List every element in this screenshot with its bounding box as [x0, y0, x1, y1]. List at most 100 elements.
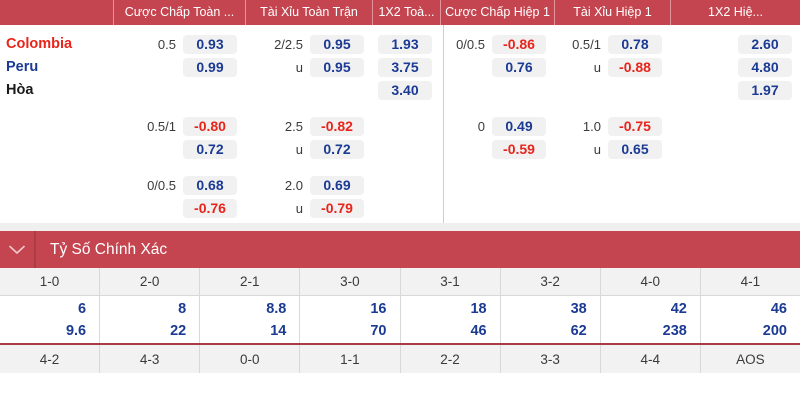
odds-pill-away[interactable]: 0.72: [183, 140, 237, 159]
score-odd-top[interactable]: 42: [670, 300, 687, 317]
market-overunder-half1: 0.5/1 0.78 u -0.88 1.0 -0.75 u 0.65: [554, 25, 670, 223]
score-odds-cell[interactable]: 46 200: [700, 296, 800, 343]
chevron-down-icon[interactable]: [0, 245, 34, 255]
odds-row: 2.5 -0.82: [245, 115, 372, 138]
odds-row: 0 0.49: [440, 115, 554, 138]
score-odd-top[interactable]: 16: [370, 300, 387, 317]
score-odd-bottom[interactable]: 14: [270, 322, 287, 339]
score-odd-bottom[interactable]: 200: [762, 322, 787, 339]
score-label-cell[interactable]: 2-2: [400, 345, 501, 373]
score-label-cell[interactable]: 0-0: [200, 345, 301, 373]
market-handicap-fulltime: 0.5 0.93 0.99 0.5/1 -0.80 0.72 0/0.5 0.6…: [113, 25, 245, 223]
correct-score-section-header[interactable]: Tỷ Số Chính Xác: [0, 231, 800, 268]
market-header-overunder-ft[interactable]: Tài Xỉu Toàn Trận: [245, 0, 372, 25]
odds-pill-home[interactable]: 0.49: [492, 117, 546, 136]
odds-pill-over[interactable]: 0.69: [310, 176, 364, 195]
odds-pill-1x2-away[interactable]: 3.75: [378, 58, 432, 77]
score-label-cell[interactable]: 4-4: [600, 345, 701, 373]
odds-row: 4.80: [670, 56, 800, 79]
score-label-cell[interactable]: 4-0: [600, 268, 701, 295]
fulltime-halftime-divider: [443, 25, 444, 223]
score-odds-cell[interactable]: 16 70: [300, 296, 401, 343]
score-odd-bottom[interactable]: 22: [170, 322, 187, 339]
score-odds-cell[interactable]: 6 9.6: [0, 296, 101, 343]
score-odd-bottom[interactable]: 70: [370, 322, 387, 339]
team-away-name: Peru: [6, 59, 39, 75]
market-header-handicap-ft[interactable]: Cược Chấp Toàn ...: [113, 0, 245, 25]
odds-pill-1x2-home[interactable]: 2.60: [738, 35, 792, 54]
score-label-cell[interactable]: 1-0: [0, 268, 101, 295]
odds-pill-over[interactable]: 0.95: [310, 35, 364, 54]
score-odds-cell[interactable]: 8 22: [100, 296, 201, 343]
score-odd-top[interactable]: 46: [770, 300, 787, 317]
overunder-line-value: 2.5: [284, 119, 303, 134]
market-header-handicap-h1[interactable]: Cược Chấp Hiệp 1: [440, 0, 554, 25]
score-label-cell[interactable]: 4-3: [100, 345, 201, 373]
score-label-cell[interactable]: 3-0: [300, 268, 401, 295]
score-odds-cell[interactable]: 8.8 14: [200, 296, 301, 343]
score-odd-top[interactable]: 8.8: [266, 300, 287, 317]
score-label-cell[interactable]: AOS: [700, 345, 800, 373]
odds-pill-home[interactable]: 0.93: [183, 35, 237, 54]
odds-pill-under[interactable]: 0.72: [310, 140, 364, 159]
odds-pill-over[interactable]: 0.78: [608, 35, 662, 54]
score-odds-cell[interactable]: 38 62: [500, 296, 601, 343]
score-label-cell[interactable]: 2-0: [100, 268, 201, 295]
odds-pill-home[interactable]: 0.68: [183, 176, 237, 195]
score-odds-cell[interactable]: 18 46: [400, 296, 501, 343]
odds-pill-under[interactable]: 0.65: [608, 140, 662, 159]
odds-row: u -0.79: [245, 197, 372, 220]
score-odds-cell[interactable]: 42 238: [600, 296, 701, 343]
score-label-cell[interactable]: 3-1: [400, 268, 501, 295]
market-header-1x2-h1[interactable]: 1X2 Hiệ...: [670, 0, 800, 25]
odds-pill-under[interactable]: -0.88: [608, 58, 662, 77]
correct-score-values-row: 6 9.6 8 22 8.8 14 16 70 18 46 38 62: [0, 296, 800, 345]
block-spacer: [245, 102, 372, 115]
score-odd-bottom[interactable]: 9.6: [65, 322, 87, 339]
market-header-overunder-h1[interactable]: Tài Xỉu Hiệp 1: [554, 0, 670, 25]
score-odd-top[interactable]: 8: [178, 300, 187, 317]
odds-row: 0.72: [113, 138, 245, 161]
under-marker: u: [593, 60, 601, 75]
score-odd-bottom[interactable]: 238: [662, 322, 687, 339]
odds-pill-over[interactable]: -0.75: [608, 117, 662, 136]
score-label-cell[interactable]: 4-2: [0, 345, 101, 373]
score-odd-top[interactable]: 6: [78, 300, 87, 317]
odds-pill-away[interactable]: -0.76: [183, 199, 237, 218]
correct-score-grid: 1-0 2-0 2-1 3-0 3-1 3-2 4-0 4-1 6 9.6 8 …: [0, 268, 800, 373]
odds-pill-1x2-draw[interactable]: 3.40: [378, 81, 432, 100]
odds-row: -0.59: [440, 138, 554, 161]
odds-pill-over[interactable]: -0.82: [310, 117, 364, 136]
odds-pill-1x2-home[interactable]: 1.93: [378, 35, 432, 54]
odds-row: u 0.72: [245, 138, 372, 161]
odds-pill-under[interactable]: -0.79: [310, 199, 364, 218]
market-header-1x2-ft[interactable]: 1X2 Toà...: [372, 0, 440, 25]
score-odd-bottom[interactable]: 62: [570, 322, 587, 339]
odds-row: 3.75: [372, 56, 440, 79]
score-odd-top[interactable]: 38: [570, 300, 587, 317]
odds-pill-under[interactable]: 0.95: [310, 58, 364, 77]
odds-row: 1.93: [372, 33, 440, 56]
odds-row: 0.5/1 -0.80: [113, 115, 245, 138]
score-label-cell[interactable]: 1-1: [300, 345, 401, 373]
handicap-line-value: 0.5/1: [147, 119, 176, 134]
odds-pill-1x2-draw[interactable]: 1.97: [738, 81, 792, 100]
correct-score-header-row: 1-0 2-0 2-1 3-0 3-1 3-2 4-0 4-1: [0, 268, 800, 296]
odds-pill-away[interactable]: 0.76: [492, 58, 546, 77]
team-draw-label: Hòa: [6, 82, 34, 98]
handicap-line-value: 0: [477, 119, 485, 134]
odds-pill-away[interactable]: 0.99: [183, 58, 237, 77]
odds-body: Colombia Peru Hòa 0.5 0.93 0.99 0.5/1 -0…: [0, 25, 800, 223]
score-label-cell[interactable]: 4-1: [700, 268, 800, 295]
odds-pill-home[interactable]: -0.86: [492, 35, 546, 54]
score-label-cell[interactable]: 3-2: [500, 268, 601, 295]
odds-pill-away[interactable]: -0.59: [492, 140, 546, 159]
score-odd-top[interactable]: 18: [470, 300, 487, 317]
score-odd-bottom[interactable]: 46: [470, 322, 487, 339]
score-label-cell[interactable]: 2-1: [200, 268, 301, 295]
under-marker: u: [295, 60, 303, 75]
odds-pill-home[interactable]: -0.80: [183, 117, 237, 136]
score-label-cell[interactable]: 3-3: [500, 345, 601, 373]
odds-pill-1x2-away[interactable]: 4.80: [738, 58, 792, 77]
